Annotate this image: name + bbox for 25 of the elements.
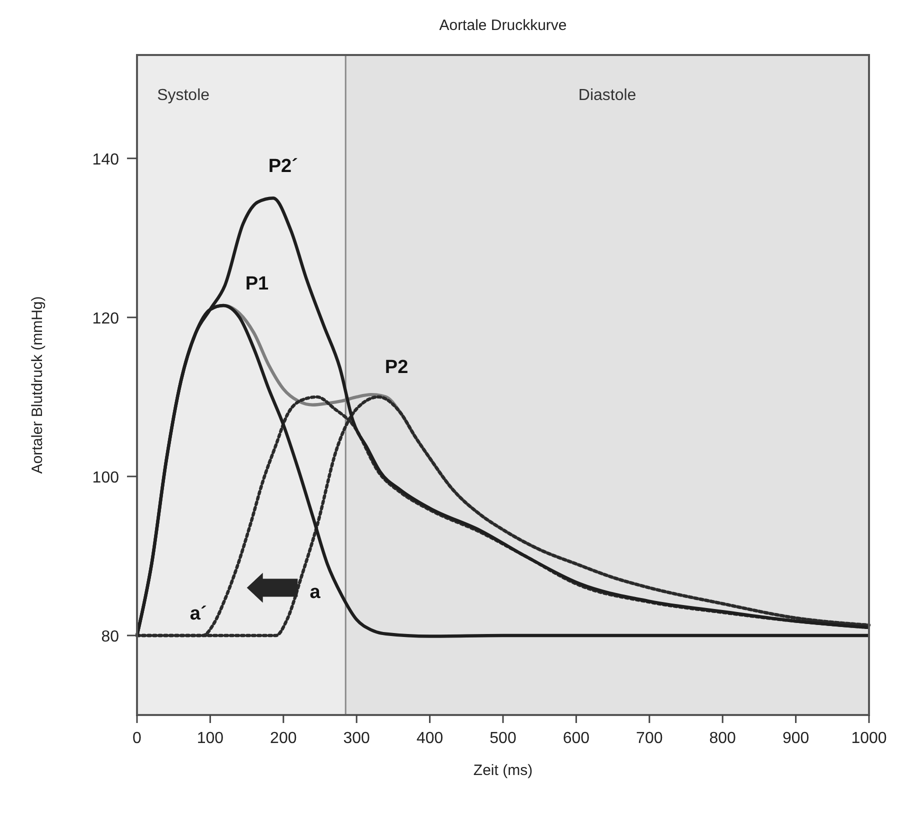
x-tick-label: 400: [416, 730, 444, 747]
band-label: Diastole: [578, 87, 636, 104]
x-tick-label: 800: [709, 730, 736, 747]
annotation: P1: [245, 273, 270, 294]
x-tick-label: 300: [343, 730, 370, 747]
x-tick-label: 600: [562, 730, 590, 747]
y-tick-label: 120: [92, 310, 120, 328]
x-tick-label: 500: [490, 730, 516, 747]
annotation: P2: [384, 356, 408, 378]
annotation: P2´: [268, 156, 298, 178]
x-tick-label: 1000: [851, 730, 887, 747]
x-tick-label: 100: [196, 730, 224, 747]
x-tick-label: 0: [132, 730, 142, 747]
y-tick-label: 80: [101, 628, 120, 646]
chart-title: Aortale Druckkurve: [439, 17, 567, 34]
x-tick-label: 700: [636, 730, 663, 747]
y-tick-label: 140: [92, 151, 120, 168]
x-tick-label: 200: [270, 730, 297, 747]
x-tick-label: 900: [782, 730, 810, 747]
y-tick-label: 100: [92, 469, 120, 486]
annotation: a´: [190, 604, 207, 625]
y-axis-title: Aortaler Blutdruck (mmHg): [29, 296, 46, 474]
x-axis-title: Zeit (ms): [473, 762, 533, 779]
annotation: a: [310, 582, 321, 603]
band-label: Systole: [157, 87, 210, 104]
